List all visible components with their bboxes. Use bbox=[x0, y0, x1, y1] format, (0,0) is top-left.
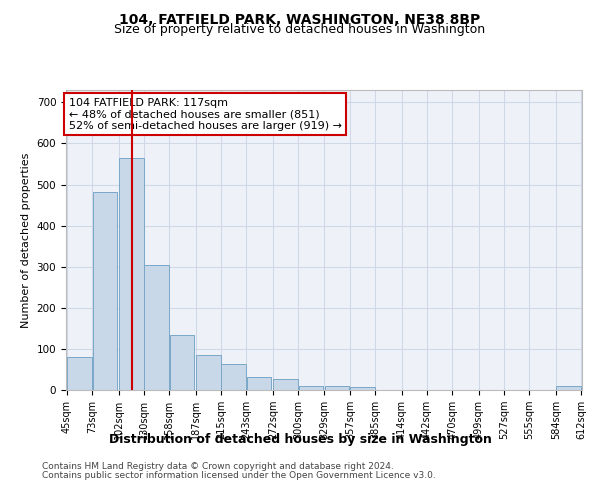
Bar bbox=[119, 158, 143, 390]
Bar bbox=[273, 379, 298, 390]
Bar bbox=[299, 386, 323, 390]
Y-axis label: Number of detached properties: Number of detached properties bbox=[21, 152, 31, 328]
Bar bbox=[196, 355, 221, 390]
Text: Contains public sector information licensed under the Open Government Licence v3: Contains public sector information licen… bbox=[42, 471, 436, 480]
Text: Contains HM Land Registry data © Crown copyright and database right 2024.: Contains HM Land Registry data © Crown c… bbox=[42, 462, 394, 471]
Bar bbox=[67, 357, 92, 390]
Bar bbox=[221, 364, 246, 390]
Text: Distribution of detached houses by size in Washington: Distribution of detached houses by size … bbox=[109, 432, 491, 446]
Bar bbox=[170, 334, 194, 390]
Bar bbox=[556, 386, 581, 390]
Text: Size of property relative to detached houses in Washington: Size of property relative to detached ho… bbox=[115, 24, 485, 36]
Bar bbox=[325, 386, 349, 390]
Bar bbox=[247, 377, 271, 390]
Text: 104, FATFIELD PARK, WASHINGTON, NE38 8BP: 104, FATFIELD PARK, WASHINGTON, NE38 8BP bbox=[119, 12, 481, 26]
Bar bbox=[145, 266, 169, 390]
Bar bbox=[92, 192, 118, 390]
Text: 104 FATFIELD PARK: 117sqm
← 48% of detached houses are smaller (851)
52% of semi: 104 FATFIELD PARK: 117sqm ← 48% of detac… bbox=[68, 98, 341, 130]
Bar bbox=[350, 386, 375, 390]
